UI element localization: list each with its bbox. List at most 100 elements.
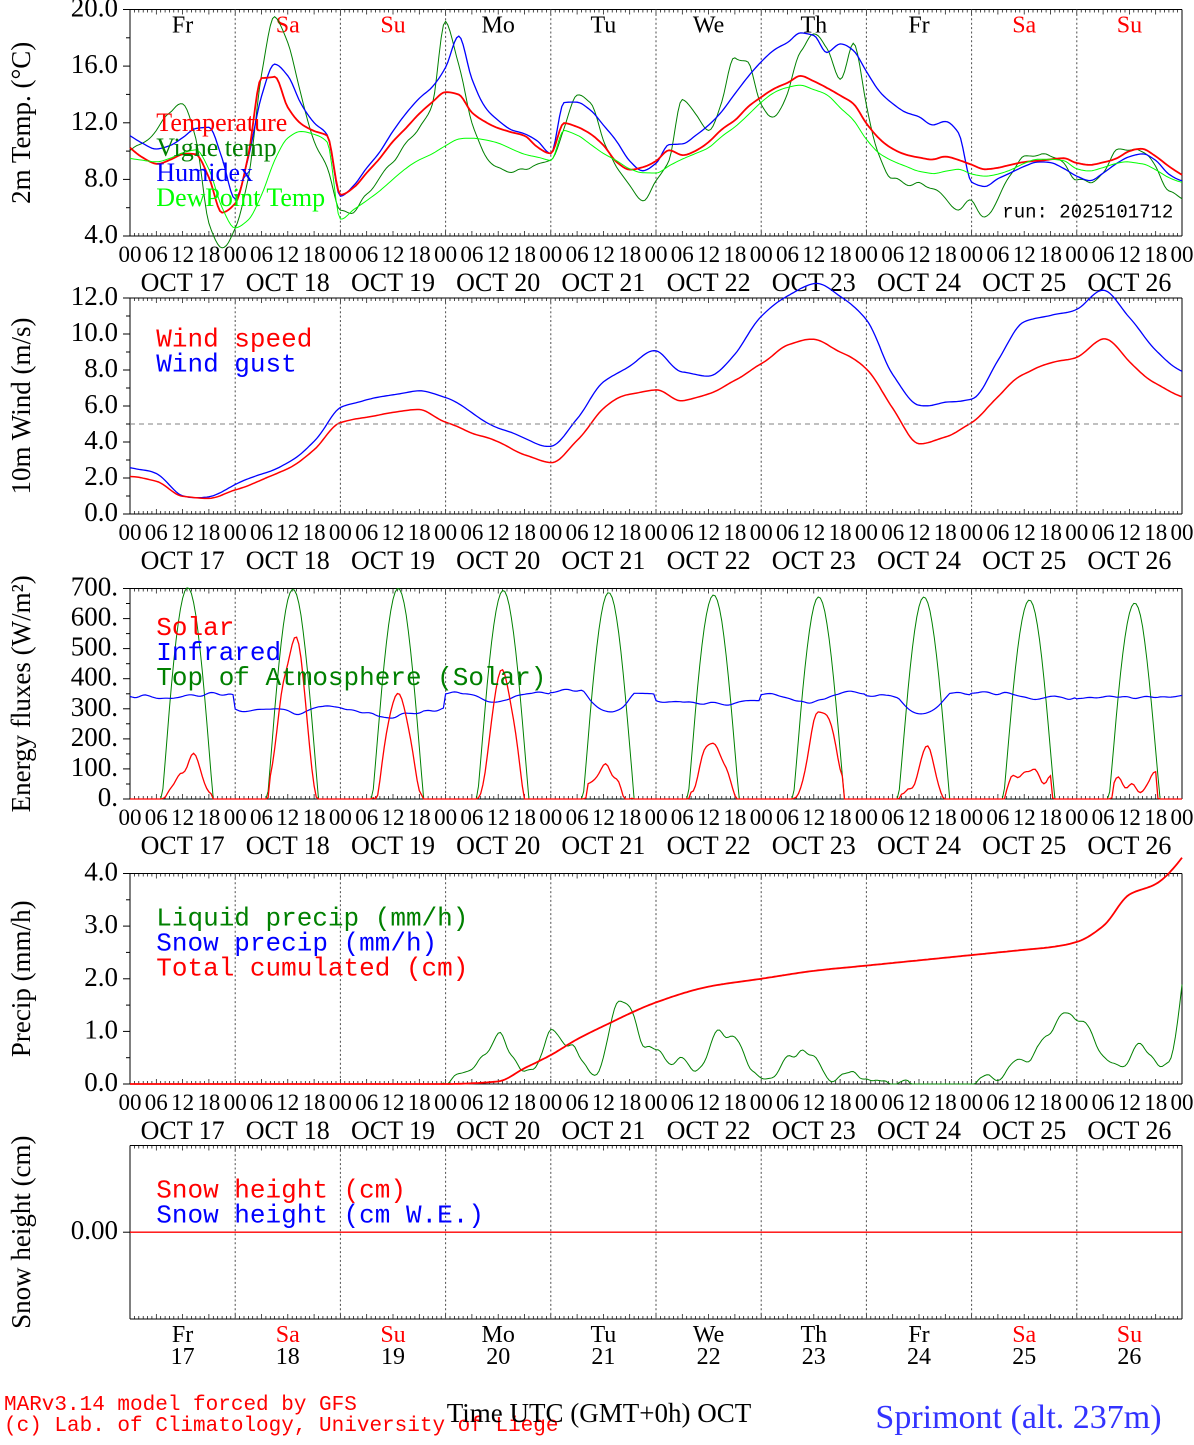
svg-text:OCT 24: OCT 24 — [877, 268, 961, 297]
svg-text:OCT 20: OCT 20 — [456, 268, 540, 297]
svg-text:00: 00 — [119, 1090, 142, 1115]
svg-text:18: 18 — [618, 242, 641, 267]
svg-text:06: 06 — [671, 242, 694, 267]
svg-text:12: 12 — [487, 1090, 510, 1115]
svg-text:12: 12 — [487, 520, 510, 545]
svg-text:OCT 20: OCT 20 — [456, 546, 540, 575]
svg-text:OCT 22: OCT 22 — [667, 268, 751, 297]
svg-text:00: 00 — [1065, 1090, 1088, 1115]
svg-text:06: 06 — [566, 520, 589, 545]
svg-text:06: 06 — [776, 242, 799, 267]
svg-text:OCT 24: OCT 24 — [877, 1116, 961, 1145]
svg-text:00: 00 — [329, 242, 352, 267]
svg-text:18: 18 — [934, 1090, 957, 1115]
svg-text:00: 00 — [960, 520, 983, 545]
svg-text:00: 00 — [1171, 242, 1194, 267]
svg-text:Sprimont (alt. 237m): Sprimont (alt. 237m) — [875, 1399, 1161, 1436]
svg-text:00: 00 — [855, 1090, 878, 1115]
svg-text:18: 18 — [408, 242, 431, 267]
svg-text:300.: 300. — [71, 692, 118, 722]
svg-text:OCT 23: OCT 23 — [772, 831, 856, 860]
svg-text:18: 18 — [723, 805, 746, 830]
svg-text:06: 06 — [566, 805, 589, 830]
svg-text:Sa: Sa — [276, 13, 300, 39]
svg-text:700.: 700. — [71, 572, 118, 602]
svg-text:00: 00 — [1065, 242, 1088, 267]
svg-text:06: 06 — [986, 805, 1009, 830]
svg-text:00: 00 — [224, 242, 247, 267]
svg-text:06: 06 — [145, 1090, 168, 1115]
svg-text:Th: Th — [800, 13, 827, 39]
svg-text:00: 00 — [750, 520, 773, 545]
svg-text:12: 12 — [1013, 520, 1036, 545]
svg-text:16.0: 16.0 — [71, 49, 118, 79]
svg-text:OCT 25: OCT 25 — [982, 268, 1066, 297]
svg-text:18: 18 — [1039, 242, 1062, 267]
svg-text:06: 06 — [881, 1090, 904, 1115]
svg-text:Su: Su — [1117, 13, 1142, 39]
svg-text:12: 12 — [802, 805, 825, 830]
svg-text:18: 18 — [829, 1090, 852, 1115]
svg-text:06: 06 — [145, 242, 168, 267]
svg-text:OCT 18: OCT 18 — [246, 546, 330, 575]
svg-text:10.0: 10.0 — [71, 317, 118, 347]
svg-text:OCT 20: OCT 20 — [456, 1116, 540, 1145]
svg-text:20: 20 — [486, 1344, 510, 1370]
svg-text:12: 12 — [382, 242, 405, 267]
svg-text:06: 06 — [250, 1090, 273, 1115]
svg-text:18: 18 — [197, 242, 220, 267]
svg-text:OCT 24: OCT 24 — [877, 831, 961, 860]
svg-text:OCT 26: OCT 26 — [1087, 831, 1171, 860]
svg-text:100.: 100. — [71, 752, 118, 782]
svg-text:OCT 26: OCT 26 — [1087, 546, 1171, 575]
svg-text:06: 06 — [1092, 805, 1115, 830]
svg-text:Snow height (cm W.E.): Snow height (cm W.E.) — [156, 1201, 484, 1231]
svg-text:00: 00 — [119, 520, 142, 545]
svg-text:10m Wind (m/s): 10m Wind (m/s) — [6, 318, 36, 495]
svg-text:06: 06 — [776, 1090, 799, 1115]
svg-text:OCT 26: OCT 26 — [1087, 268, 1171, 297]
svg-text:18: 18 — [829, 520, 852, 545]
svg-text:12: 12 — [487, 242, 510, 267]
svg-text:12: 12 — [1118, 1090, 1141, 1115]
svg-text:12: 12 — [382, 520, 405, 545]
svg-text:24: 24 — [907, 1344, 931, 1370]
svg-text:Fr: Fr — [172, 13, 193, 39]
svg-text:18: 18 — [723, 242, 746, 267]
svg-text:DewPoint Temp: DewPoint Temp — [156, 183, 325, 212]
svg-text:18: 18 — [197, 1090, 220, 1115]
svg-text:12: 12 — [1013, 805, 1036, 830]
svg-text:3.0: 3.0 — [84, 909, 118, 939]
svg-text:00: 00 — [750, 242, 773, 267]
svg-text:12.0: 12.0 — [71, 106, 118, 136]
svg-text:06: 06 — [355, 242, 378, 267]
svg-text:06: 06 — [250, 805, 273, 830]
svg-text:06: 06 — [460, 520, 483, 545]
svg-text:12: 12 — [802, 1090, 825, 1115]
svg-text:12: 12 — [908, 805, 931, 830]
svg-text:00: 00 — [1171, 520, 1194, 545]
svg-text:06: 06 — [671, 520, 694, 545]
svg-text:00: 00 — [329, 1090, 352, 1115]
svg-text:06: 06 — [986, 242, 1009, 267]
svg-text:18: 18 — [1039, 1090, 1062, 1115]
svg-text:00: 00 — [434, 520, 457, 545]
svg-text:OCT 22: OCT 22 — [667, 831, 751, 860]
svg-text:8.0: 8.0 — [84, 353, 118, 383]
svg-text:12: 12 — [171, 242, 194, 267]
svg-text:OCT 17: OCT 17 — [141, 1116, 225, 1145]
svg-text:00: 00 — [855, 805, 878, 830]
svg-text:12: 12 — [171, 805, 194, 830]
svg-text:00: 00 — [960, 1090, 983, 1115]
svg-text:6.0: 6.0 — [84, 389, 118, 419]
svg-text:00: 00 — [855, 520, 878, 545]
svg-text:00: 00 — [539, 1090, 562, 1115]
svg-text:Wind gust: Wind gust — [156, 350, 296, 380]
svg-text:Su: Su — [380, 13, 405, 39]
svg-text:OCT 26: OCT 26 — [1087, 1116, 1171, 1145]
svg-text:06: 06 — [355, 1090, 378, 1115]
svg-text:06: 06 — [1092, 242, 1115, 267]
svg-text:12: 12 — [592, 520, 615, 545]
svg-text:00: 00 — [329, 520, 352, 545]
svg-text:18: 18 — [303, 1090, 326, 1115]
